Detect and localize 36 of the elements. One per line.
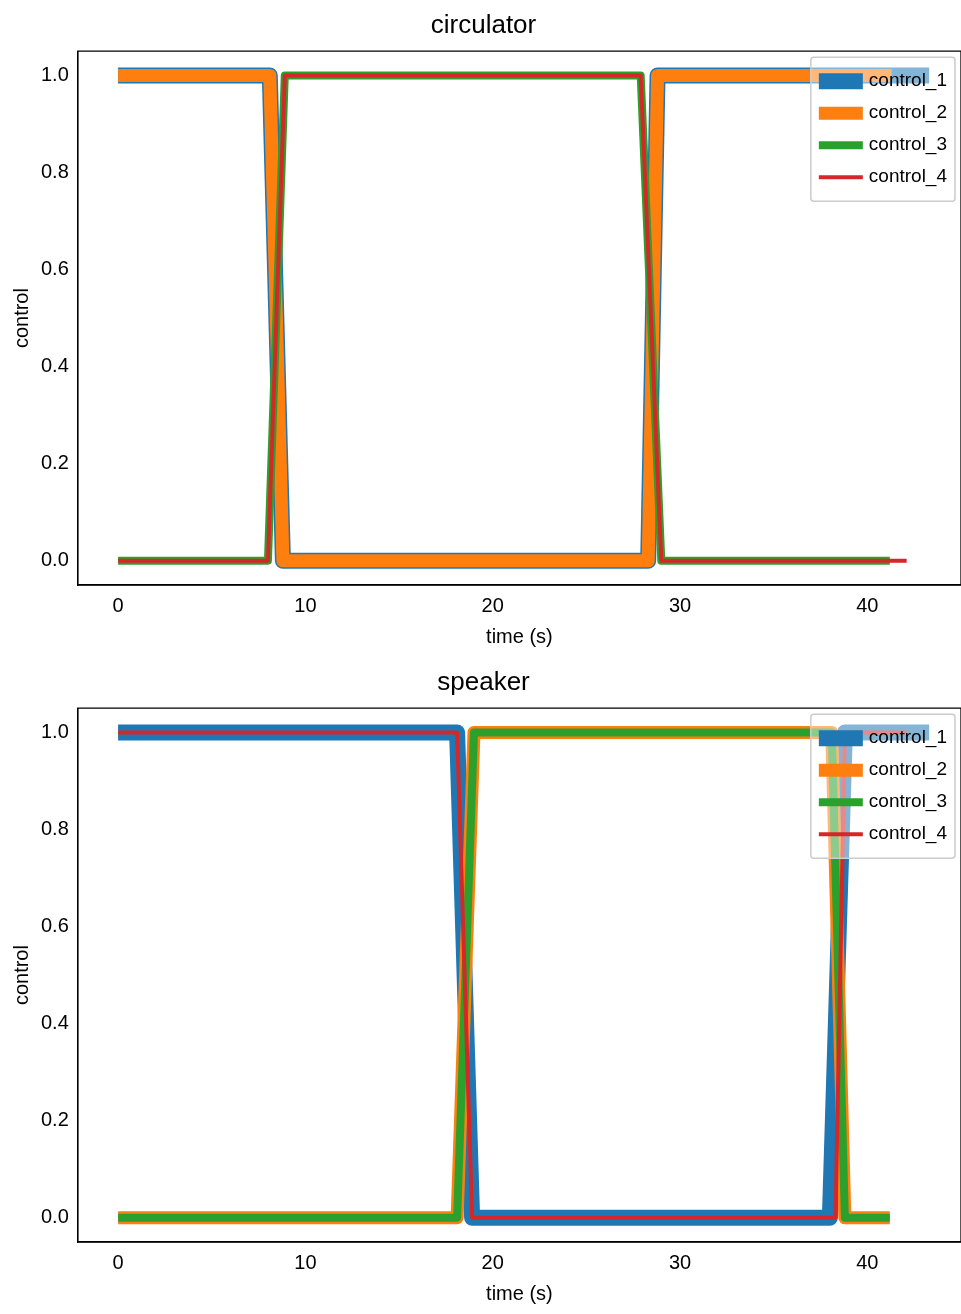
- y-tick-label: 1.0: [40, 62, 69, 85]
- legend-label: control_3: [868, 133, 948, 156]
- x-axis-title: time (s): [486, 1281, 553, 1304]
- legend-label: control_1: [868, 726, 948, 749]
- legend-label: control_2: [868, 758, 948, 781]
- y-tick-label: 0.0: [40, 1205, 69, 1228]
- y-tick-label: 0.4: [40, 1011, 69, 1034]
- x-tick-label: 40: [856, 1250, 879, 1273]
- y-tick-label: 0.6: [40, 257, 69, 280]
- y-tick-label: 0.6: [40, 914, 69, 937]
- chart-title: speaker: [437, 665, 531, 696]
- x-tick-label: 20: [481, 1250, 504, 1273]
- y-tick-label: 1.0: [40, 719, 69, 742]
- legend-label: control_1: [868, 69, 948, 92]
- legend-label: control_4: [868, 165, 948, 188]
- y-tick-label: 0.4: [40, 354, 69, 377]
- x-tick-label: 30: [668, 1250, 692, 1273]
- legend-label: control_4: [868, 822, 948, 845]
- x-axis-title: time (s): [486, 624, 553, 647]
- x-tick-label: 40: [856, 593, 879, 616]
- y-axis-title: control: [9, 288, 32, 349]
- x-tick-label: 30: [668, 593, 692, 616]
- y-axis-title: control: [9, 945, 32, 1006]
- x-tick-label: 10: [294, 1250, 317, 1273]
- x-tick-label: 20: [481, 593, 504, 616]
- y-tick-label: 0.0: [40, 548, 69, 571]
- y-tick-label: 0.2: [40, 451, 69, 474]
- y-tick-label: 0.2: [40, 1108, 69, 1131]
- legend-label: control_2: [868, 101, 948, 124]
- chart-title: circulator: [430, 8, 537, 39]
- legend-label: control_3: [868, 790, 948, 813]
- x-tick-label: 0: [112, 593, 124, 616]
- y-tick-label: 0.8: [40, 817, 69, 840]
- y-tick-label: 0.8: [40, 160, 69, 183]
- x-tick-label: 0: [112, 1250, 124, 1273]
- x-tick-label: 10: [294, 593, 317, 616]
